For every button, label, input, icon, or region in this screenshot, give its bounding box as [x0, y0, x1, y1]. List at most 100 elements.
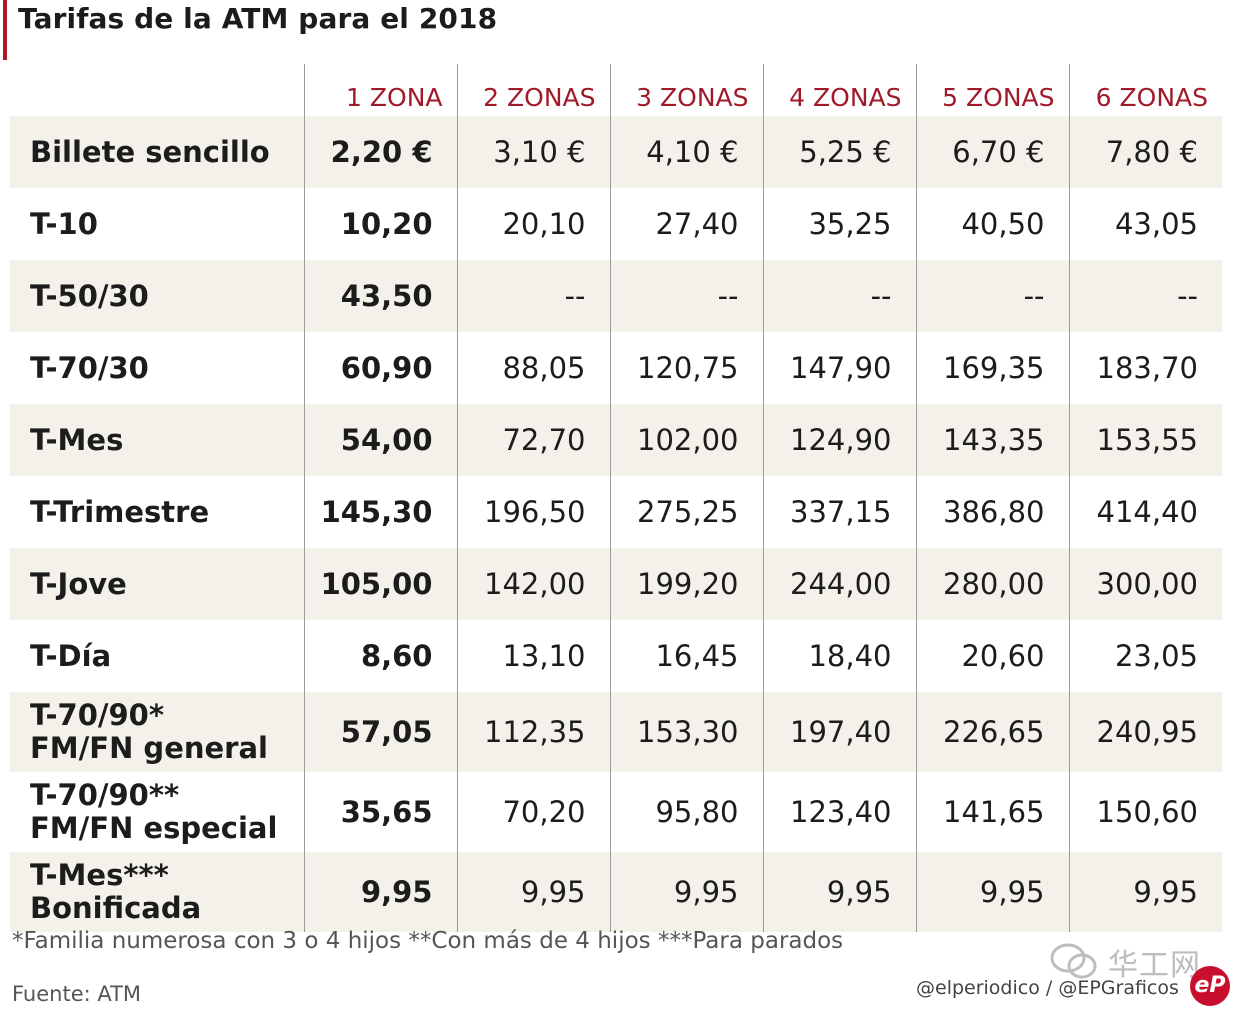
fare-cell-zone-6: 240,95: [1068, 692, 1222, 772]
fare-cell-zone-1: 2,20 €: [303, 116, 457, 188]
fare-cell-zone-4: 197,40: [762, 692, 916, 772]
fares-table: 1 ZONA 2 ZONAS 3 ZONAS 4 ZONAS 5 ZONAS 6…: [10, 64, 1222, 932]
fare-cell-zone-2: 70,20: [456, 772, 610, 852]
fare-cell-zone-2: --: [456, 260, 610, 332]
table-row: T-Mes*** Bonificada 9,95 9,95 9,95 9,95 9,95 9,…: [10, 852, 1222, 932]
fare-cell-zone-2: 196,50: [456, 476, 610, 548]
fare-cell-zone-6: --: [1068, 260, 1222, 332]
header-blank: [10, 64, 304, 116]
fares-table-body: Billete sencillo 2,20 €3,10 €4,10 €5,25 €…: [10, 116, 1222, 932]
fare-cell-zone-6: 414,40: [1068, 476, 1222, 548]
fare-cell-zone-3: 95,80: [609, 772, 763, 852]
fare-cell-zone-1: 35,65: [303, 772, 457, 852]
fare-cell-zone-3: 4,10 €: [609, 116, 763, 188]
fare-cell-zone-2: 20,10: [456, 188, 610, 260]
header-zone-5: 5 ZONAS: [915, 64, 1069, 116]
fare-cell-zone-6: 23,05: [1068, 620, 1222, 692]
fare-cell-zone-3: 275,25: [609, 476, 763, 548]
row-label: T-Mes*** Bonificada: [10, 852, 304, 932]
fare-cell-zone-5: 6,70 €: [915, 116, 1069, 188]
fare-cell-zone-4: --: [762, 260, 916, 332]
fare-cell-zone-5: --: [915, 260, 1069, 332]
row-label: Billete sencillo: [10, 116, 304, 188]
fare-cell-zone-6: 183,70: [1068, 332, 1222, 404]
table-row: T-70/30 60,90 88,05 120,75 147,90 169,35 183,7…: [10, 332, 1222, 404]
watermark-text: 华工网: [1108, 948, 1201, 983]
fare-cell-zone-4: 18,40: [762, 620, 916, 692]
row-label-line: T-Mes: [30, 422, 124, 457]
fare-cell-zone-4: 5,25 €: [762, 116, 916, 188]
watermark: 华工网: [1050, 940, 1210, 984]
row-label: T-Jove: [10, 548, 304, 620]
fare-cell-zone-5: 169,35: [915, 332, 1069, 404]
fare-cell-zone-3: 199,20: [609, 548, 763, 620]
row-label-line: T-70/90**: [30, 778, 180, 813]
fare-cell-zone-2: 3,10 €: [456, 116, 610, 188]
fare-cell-zone-1: 9,95: [303, 852, 457, 932]
fare-cell-zone-4: 9,95: [762, 852, 916, 932]
fare-cell-zone-1: 43,50: [303, 260, 457, 332]
fare-cell-zone-6: 9,95: [1068, 852, 1222, 932]
credit-handles: @elperiodico / @EPGraficos: [916, 977, 1179, 999]
row-label-line: Bonificada: [30, 891, 202, 925]
row-label-line: T-Trimestre: [30, 494, 210, 529]
fare-cell-zone-2: 88,05: [456, 332, 610, 404]
chat-bubble-icon: [1050, 943, 1097, 979]
fare-cell-zone-4: 123,40: [762, 772, 916, 852]
source-note: Fuente: ATM: [12, 982, 142, 1006]
row-label: T-70/90* FM/FN general: [10, 692, 304, 772]
fare-cell-zone-1: 8,60: [303, 620, 457, 692]
fare-cell-zone-5: 280,00: [915, 548, 1069, 620]
fare-cell-zone-4: 337,15: [762, 476, 916, 548]
row-label: T-70/30: [10, 332, 304, 404]
table-row: T-50/30 43,50 -- -- -- -- --: [10, 260, 1222, 332]
fare-cell-zone-4: 244,00: [762, 548, 916, 620]
row-label-line: T-Jove: [30, 566, 127, 601]
fare-cell-zone-1: 60,90: [303, 332, 457, 404]
footnote: *Familia numerosa con 3 o 4 hijos **Con …: [12, 928, 844, 954]
fare-cell-zone-5: 20,60: [915, 620, 1069, 692]
fare-cell-zone-6: 150,60: [1068, 772, 1222, 852]
row-label: T-Día: [10, 620, 304, 692]
fare-cell-zone-2: 112,35: [456, 692, 610, 772]
row-label-line: T-10: [30, 206, 98, 241]
row-label-line: T-50/30: [30, 278, 149, 313]
fare-cell-zone-5: 9,95: [915, 852, 1069, 932]
fare-cell-zone-1: 145,30: [303, 476, 457, 548]
row-label: T-10: [10, 188, 304, 260]
fare-cell-zone-2: 142,00: [456, 548, 610, 620]
fare-cell-zone-3: 153,30: [609, 692, 763, 772]
table-row: T-Día 8,60 13,10 16,45 18,40 20,60 23,05: [10, 620, 1222, 692]
fare-cell-zone-6: 153,55: [1068, 404, 1222, 476]
row-label-line: FM/FN especial: [30, 811, 278, 845]
table-row: Billete sencillo 2,20 €3,10 €4,10 €5,25 €…: [10, 116, 1222, 188]
title-accent-bar: [3, 0, 7, 60]
fare-cell-zone-1: 54,00: [303, 404, 457, 476]
row-label: T-Trimestre: [10, 476, 304, 548]
fare-cell-zone-4: 35,25: [762, 188, 916, 260]
row-label: T-50/30: [10, 260, 304, 332]
row-label: T-Mes: [10, 404, 304, 476]
fare-cell-zone-5: 386,80: [915, 476, 1069, 548]
header-zone-1: 1 ZONA: [303, 64, 457, 116]
table-row: T-Trimestre 145,30 196,50 275,25 337,15 386,8…: [10, 476, 1222, 548]
header-zone-6: 6 ZONAS: [1068, 64, 1222, 116]
fare-cell-zone-1: 105,00: [303, 548, 457, 620]
header-zone-2: 2 ZONAS: [456, 64, 610, 116]
fare-cell-zone-1: 57,05: [303, 692, 457, 772]
header-zone-4: 4 ZONAS: [762, 64, 916, 116]
table-row: T-70/90* FM/FN general 57,05 112,35 153,30 19…: [10, 692, 1222, 772]
row-label-line: FM/FN general: [30, 731, 268, 765]
table-row: T-70/90** FM/FN especial 35,65 70,20 95,80 12…: [10, 772, 1222, 852]
fare-cell-zone-3: 102,00: [609, 404, 763, 476]
fare-cell-zone-6: 300,00: [1068, 548, 1222, 620]
fare-cell-zone-5: 143,35: [915, 404, 1069, 476]
fare-cell-zone-3: --: [609, 260, 763, 332]
fare-cell-zone-1: 10,20: [303, 188, 457, 260]
fare-cell-zone-2: 9,95: [456, 852, 610, 932]
fare-cell-zone-5: 141,65: [915, 772, 1069, 852]
fare-cell-zone-2: 13,10: [456, 620, 610, 692]
fare-cell-zone-5: 40,50: [915, 188, 1069, 260]
table-row: T-10 10,20 20,10 27,40 35,25 40,50 43,05: [10, 188, 1222, 260]
fare-cell-zone-5: 226,65: [915, 692, 1069, 772]
